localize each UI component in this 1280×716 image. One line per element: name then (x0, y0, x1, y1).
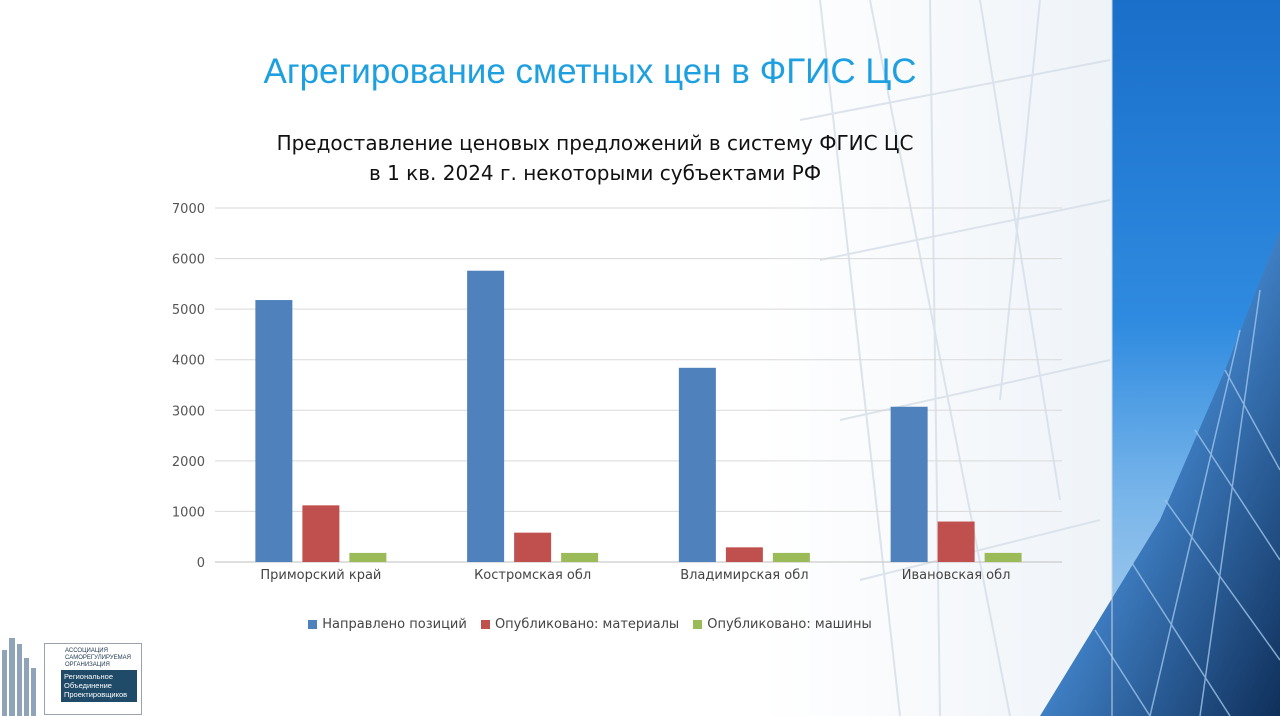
legend-label-machines: Опубликовано: машины (707, 617, 872, 632)
x-category-label: Костромская обл (474, 568, 591, 583)
y-tick-label: 0 (197, 556, 205, 571)
bar-series-1-cat-3 (937, 521, 975, 562)
chart-title: Предоставление ценовых предложений в сис… (200, 128, 990, 188)
legend-swatch-materials (480, 620, 490, 629)
bar-series-0-cat-0 (255, 300, 293, 562)
y-tick-label: 3000 (172, 404, 205, 419)
x-category-label: Ивановская обл (902, 568, 1011, 583)
bar-series-1-cat-2 (725, 547, 763, 562)
bar-series-0-cat-1 (467, 270, 505, 562)
legend-swatch-machines (693, 620, 703, 629)
logo-top-line-2: САМОРЕГУЛИРУЕМАЯ (65, 655, 131, 661)
company-logo: АССОЦИАЦИЯ САМОРЕГУЛИРУЕМАЯ ОРГАНИЗАЦИЯ … (44, 643, 142, 715)
legend-swatch-sent (308, 620, 318, 629)
bar-series-2-cat-1 (561, 552, 599, 562)
bar-series-2-cat-3 (984, 552, 1022, 562)
logo-top-text: АССОЦИАЦИЯ САМОРЕГУЛИРУЕМАЯ ОРГАНИЗАЦИЯ (65, 648, 139, 669)
y-tick-label: 5000 (172, 303, 205, 318)
logo-building-graphic (2, 638, 36, 716)
legend-item-materials: Опубликовано: материалы (480, 617, 680, 632)
logo-panel: Региональное Объединение Проектировщиков (61, 670, 137, 702)
logo-top-line-1: АССОЦИАЦИЯ (65, 648, 108, 654)
x-category-label: Приморский край (260, 568, 381, 583)
bar-series-1-cat-1 (514, 532, 552, 562)
bar-series-2-cat-0 (349, 552, 387, 562)
bar-series-0-cat-3 (890, 406, 928, 562)
logo-panel-line-3: Проектировщиков (64, 690, 128, 699)
chart-title-line-1: Предоставление ценовых предложений в сис… (276, 131, 914, 155)
y-tick-label: 6000 (172, 253, 205, 268)
logo-panel-line-2: Объединение (64, 681, 112, 690)
slide-title: Агрегирование сметных цен в ФГИС ЦС (263, 52, 917, 91)
y-tick-label: 2000 (172, 455, 205, 470)
legend-item-machines: Опубликовано: машины (693, 617, 872, 632)
legend-label-sent: Направлено позиций (322, 617, 467, 632)
y-tick-label: 1000 (172, 505, 205, 520)
y-tick-label: 4000 (172, 354, 205, 369)
bar-series-2-cat-2 (772, 552, 810, 562)
legend-item-sent: Направлено позиций (308, 617, 467, 632)
logo-panel-line-1: Региональное (64, 672, 114, 681)
logo-top-line-3: ОРГАНИЗАЦИЯ (65, 662, 110, 668)
x-category-label: Владимирская обл (680, 568, 808, 583)
chart-title-line-2: в 1 кв. 2024 г. некоторыми субъектами РФ (368, 161, 822, 185)
legend-label-materials: Опубликовано: материалы (494, 617, 680, 632)
chart-legend: Направлено позиций Опубликовано: материа… (0, 617, 1180, 633)
bar-series-1-cat-0 (302, 505, 340, 562)
bar-series-0-cat-2 (678, 367, 716, 562)
y-tick-label: 7000 (172, 202, 205, 217)
